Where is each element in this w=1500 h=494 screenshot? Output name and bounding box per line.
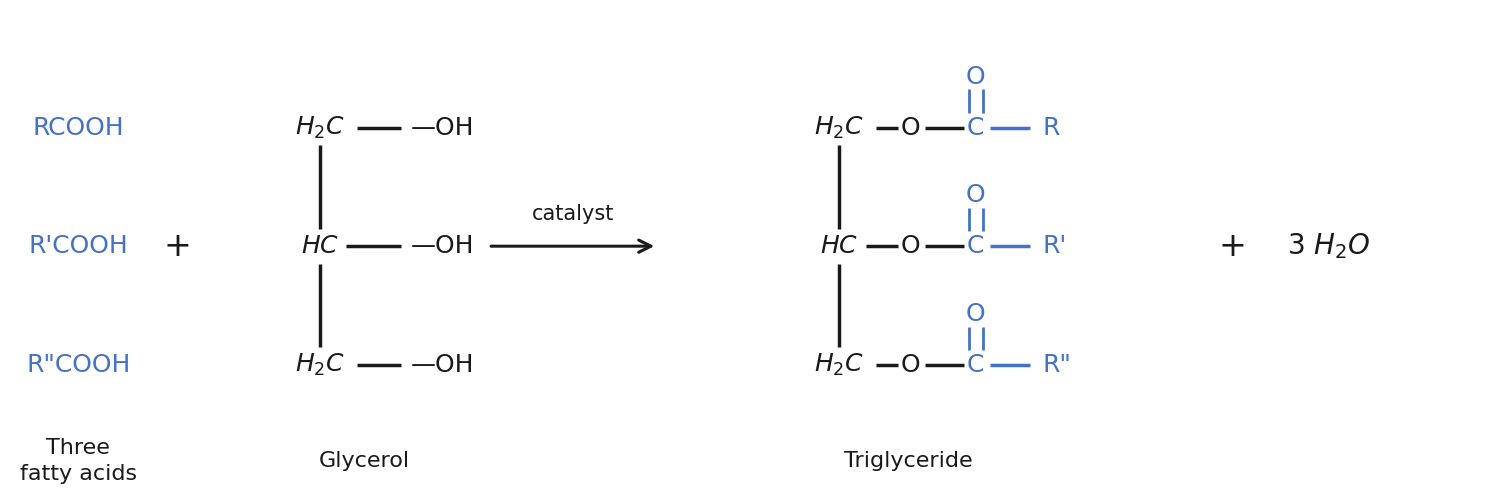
Text: +: +	[164, 230, 192, 263]
Text: R: R	[1042, 116, 1059, 140]
Text: Glycerol: Glycerol	[318, 451, 410, 471]
Text: C: C	[968, 116, 984, 140]
Text: R"COOH: R"COOH	[26, 353, 130, 377]
Text: RCOOH: RCOOH	[33, 116, 125, 140]
Text: —OH: —OH	[411, 116, 474, 140]
Text: R": R"	[1042, 353, 1071, 377]
Text: O: O	[900, 353, 920, 377]
Text: $HC$: $HC$	[819, 234, 858, 258]
Text: catalyst: catalyst	[531, 204, 614, 224]
Text: $H_2C$: $H_2C$	[294, 352, 345, 378]
Text: O: O	[966, 183, 986, 207]
Text: C: C	[968, 353, 984, 377]
Text: $H_2C$: $H_2C$	[813, 115, 864, 141]
Text: —OH: —OH	[411, 234, 474, 258]
Text: $3\ H_2O$: $3\ H_2O$	[1287, 231, 1371, 261]
Text: O: O	[966, 65, 986, 88]
Text: R': R'	[1042, 234, 1066, 258]
Text: O: O	[900, 116, 920, 140]
Text: $H_2C$: $H_2C$	[813, 352, 864, 378]
Text: $HC$: $HC$	[300, 234, 339, 258]
Text: $H_2C$: $H_2C$	[294, 115, 345, 141]
Text: Three
fatty acids: Three fatty acids	[20, 438, 136, 484]
Text: O: O	[900, 234, 920, 258]
Text: —OH: —OH	[411, 353, 474, 377]
Text: O: O	[966, 302, 986, 326]
Text: C: C	[968, 234, 984, 258]
Text: Triglyceride: Triglyceride	[844, 451, 972, 471]
Text: R'COOH: R'COOH	[28, 234, 129, 258]
Text: +: +	[1220, 230, 1246, 263]
